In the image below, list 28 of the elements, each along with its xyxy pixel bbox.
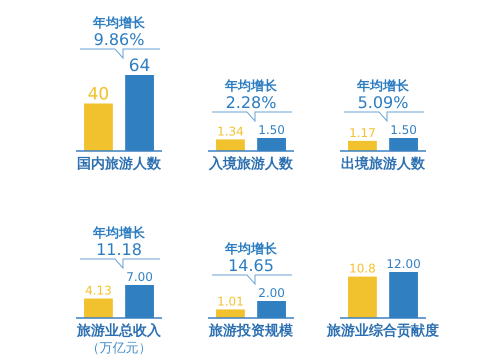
text: 年均增长 — [224, 79, 278, 94]
data-label: 1.01 — [217, 294, 244, 308]
x-axis-title: 入境旅游人数 — [208, 155, 294, 172]
data-label: 1.50 — [258, 123, 285, 137]
x-axis-title: 出境旅游人数 — [341, 155, 426, 172]
data-label: 40 — [88, 84, 110, 104]
text: 14.65 — [228, 256, 274, 275]
data-label: 7.00 — [126, 270, 153, 284]
data-label: 1.17 — [349, 126, 376, 140]
text: 年均增长 — [224, 242, 278, 257]
data-label: 10.8 — [349, 262, 376, 276]
data-label: 64 — [128, 56, 150, 76]
x-axis-title: 旅游业综合贡献度 — [326, 322, 439, 339]
data-label: 1.34 — [217, 124, 244, 138]
text: 2.28% — [226, 93, 276, 112]
x-axis-title: 国内旅游人数 — [77, 156, 162, 172]
data-label: 4.13 — [85, 284, 112, 298]
text: 年均增长 — [92, 226, 146, 241]
text: 年均增长 — [92, 16, 146, 31]
text: 5.09% — [358, 93, 408, 112]
data-label: 2.00 — [258, 286, 285, 300]
x-axis-title: 旅游业总收入（万亿元） — [76, 323, 162, 356]
data-label: 1.50 — [390, 123, 417, 137]
text: 11.18 — [96, 240, 142, 259]
data-label: 12.00 — [386, 257, 421, 271]
x-axis-title: 旅游投资规模 — [208, 323, 294, 339]
text: 年均增长 — [356, 79, 410, 94]
text: 9.86% — [94, 30, 144, 49]
